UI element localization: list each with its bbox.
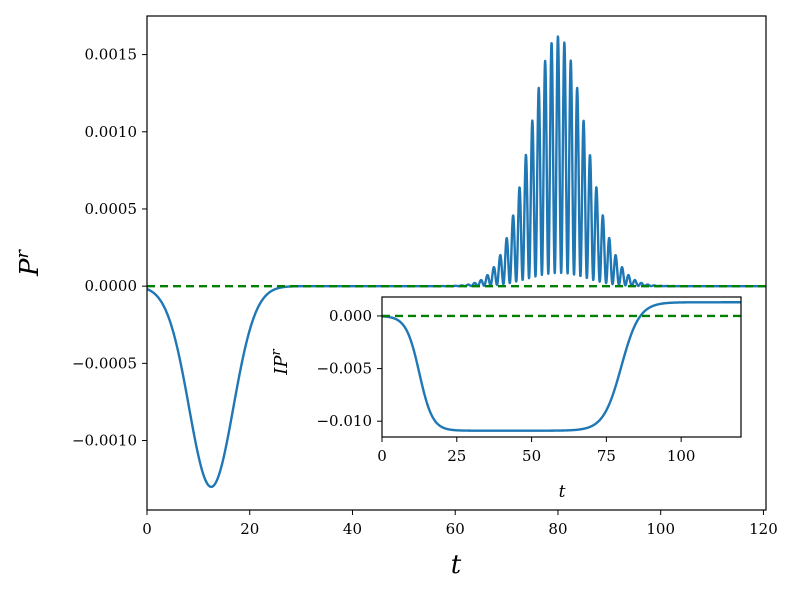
inset-x-tick-label: 75 [597, 447, 616, 465]
inset-y-ticks: −0.010 −0.005 0.000 [316, 307, 382, 430]
main-x-tick-label: 60 [446, 520, 465, 538]
inset-y-tick-label: 0.000 [329, 307, 372, 325]
main-y-tick-label: 0.0000 [85, 277, 138, 295]
inset-axes-frame [381, 296, 742, 438]
main-y-tick-label: 0.0005 [85, 200, 138, 218]
main-y-ticks: −0.0010 −0.0005 0.0000 0.0005 0.0010 0.0015 [72, 46, 147, 450]
main-series-group [146, 35, 767, 489]
inset-x-tick-label: 100 [667, 447, 696, 465]
inset-y-axis-label-sup: r [269, 348, 284, 355]
main-y-tick-label: 0.0010 [85, 123, 138, 141]
inset-x-tick-label: 25 [447, 447, 466, 465]
main-y-tick-label: 0.0015 [85, 46, 138, 64]
main-x-axis-label: t [451, 550, 462, 580]
main-plot: 0 20 40 60 80 100 120 −0.0010−0.00050.00000.00… [12, 15, 778, 580]
inset-x-ticks: 0 25 50 75 100 [377, 437, 695, 465]
inset-series-group [380, 301, 743, 432]
main-y-axis-label-base: P [15, 258, 45, 277]
main-y-axis-label: Pr [12, 249, 45, 278]
main-x-tick-label: 120 [749, 520, 778, 538]
inset-background [382, 297, 741, 437]
main-data-curve [146, 35, 767, 489]
inset-plot: 0 25 50 75 100 −0.010 −0.005 0.000 t IPr [269, 296, 743, 502]
main-y-axis-label-sup: r [12, 249, 33, 259]
inset-data-curve [380, 301, 743, 432]
inset-y-axis-label: IPr [269, 348, 292, 375]
inset-x-axis-label: t [559, 482, 566, 502]
inset-x-tick-label: 0 [377, 447, 387, 465]
main-axes-frame [146, 15, 767, 511]
inset-x-tick-label: 50 [522, 447, 541, 465]
main-x-tick-label: 40 [343, 520, 362, 538]
main-y-tick-label: −0.0010 [72, 432, 137, 450]
main-x-tick-label: 0 [142, 520, 152, 538]
main-x-tick-label: 20 [240, 520, 259, 538]
inset-y-tick-label: −0.010 [316, 412, 372, 430]
inset-y-axis-label-base: IP [271, 355, 292, 376]
main-x-tick-label: 80 [548, 520, 567, 538]
main-y-tick-label: −0.0005 [72, 354, 137, 372]
main-x-ticks: 0 20 40 60 80 100 120 [142, 510, 778, 538]
main-x-tick-label: 100 [646, 520, 675, 538]
inset-y-tick-label: −0.005 [316, 360, 372, 378]
